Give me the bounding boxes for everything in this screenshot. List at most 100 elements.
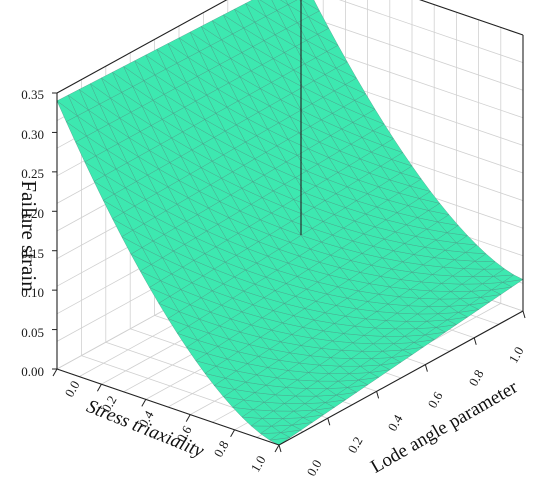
y-axis-ticks: 0.0 0.2 0.4 0.6 0.8 1.0 xyxy=(303,344,526,479)
surface-facet xyxy=(311,96,334,114)
surface-facet xyxy=(296,269,319,283)
surface-facet xyxy=(381,250,404,263)
surface-facet xyxy=(391,349,413,358)
surface-facet xyxy=(341,122,363,139)
surface-facet xyxy=(121,229,143,249)
surface-facet xyxy=(389,172,411,187)
surface-facet xyxy=(235,248,258,264)
surface-facet xyxy=(400,271,422,283)
surface-facet xyxy=(209,177,232,196)
surface-facet xyxy=(355,193,378,208)
surface-facet xyxy=(304,185,326,202)
surface-facet xyxy=(222,276,245,292)
z-tick-label: 0.35 xyxy=(21,87,44,102)
surface-facet xyxy=(416,306,439,315)
surface-facet xyxy=(219,58,241,78)
surface-facet xyxy=(407,198,430,211)
surface-facet xyxy=(304,300,326,314)
surface-facet xyxy=(296,16,319,35)
surface-facet xyxy=(278,241,300,257)
surface-facet xyxy=(143,216,165,236)
surface-facet xyxy=(232,164,254,183)
surface-facet xyxy=(411,264,434,275)
surface-facet xyxy=(274,161,297,179)
y-tick-mark xyxy=(522,310,526,319)
surface-facet xyxy=(158,162,180,182)
surface-facet xyxy=(318,135,341,152)
surface-facet xyxy=(287,132,310,150)
surface-facet xyxy=(130,105,152,127)
surface-facet xyxy=(316,373,339,382)
surface-facet xyxy=(352,233,374,247)
surface-facet xyxy=(219,318,241,333)
surface-facet xyxy=(261,58,284,77)
surface-facet xyxy=(347,379,369,388)
surface-facet xyxy=(176,57,199,78)
surface-facet xyxy=(65,115,88,137)
surface-facet xyxy=(245,0,267,18)
surface-facet xyxy=(407,298,430,307)
x-axis-ticks: 0.0 0.2 0.4 0.6 0.8 1.0 xyxy=(61,378,268,475)
surface-facet xyxy=(185,76,208,96)
surface-facet xyxy=(313,74,335,92)
surface-facet xyxy=(252,401,275,412)
surface-facet xyxy=(154,68,176,90)
surface-facet xyxy=(278,116,300,134)
surface-facet xyxy=(196,332,219,347)
surface-facet xyxy=(352,335,374,345)
surface-facet xyxy=(415,228,437,241)
surface-facet xyxy=(163,88,186,108)
surface-facet xyxy=(235,118,258,137)
surface-facet xyxy=(184,100,206,121)
surface-facet xyxy=(245,135,267,153)
surface-facet xyxy=(176,325,199,341)
surface-facet xyxy=(180,149,202,169)
surface-facet xyxy=(402,254,424,266)
surface-facet xyxy=(326,380,349,389)
surface-facet xyxy=(217,217,239,234)
surface-facet xyxy=(337,373,360,382)
surface-facet xyxy=(252,174,274,192)
surface-facet xyxy=(180,282,202,299)
surface-facet xyxy=(365,311,387,321)
z-tick-label: 0.20 xyxy=(21,206,44,221)
surface-facet xyxy=(119,111,141,133)
surface-facet xyxy=(311,221,334,236)
surface-facet xyxy=(394,224,417,237)
surface-facet xyxy=(296,372,319,382)
surface-facet xyxy=(221,171,243,189)
surface-facet xyxy=(293,63,315,82)
surface-facet xyxy=(250,418,273,427)
surface-facet xyxy=(267,122,289,140)
surface-facet xyxy=(259,212,282,229)
surface-facet xyxy=(280,93,302,111)
surface-facet xyxy=(335,61,358,79)
surface-facet xyxy=(320,113,343,130)
surface-facet xyxy=(328,365,350,374)
surface-facet xyxy=(237,226,260,243)
surface-facet xyxy=(378,286,400,298)
surface-facet xyxy=(317,274,339,288)
surface-facet xyxy=(76,109,99,131)
surface-facet xyxy=(305,380,328,389)
surface-facet xyxy=(102,193,125,214)
surface-facet xyxy=(344,308,367,320)
surface-facet xyxy=(318,254,341,269)
x-tick-mark xyxy=(96,383,102,392)
surface-facet xyxy=(145,48,167,70)
surface-facet xyxy=(413,246,435,258)
y-tick-mark xyxy=(327,418,331,426)
surface-facet xyxy=(385,312,408,322)
surface-facet xyxy=(315,293,337,306)
z-axis-ticks: 0.00 0.05 0.10 0.15 0.20 0.25 0.30 0.35 xyxy=(21,87,44,379)
y-tick-mark xyxy=(376,391,380,399)
surface-facet xyxy=(331,106,354,123)
surface-facet xyxy=(337,165,360,181)
surface-facet xyxy=(309,348,332,359)
surface-facet xyxy=(341,342,363,352)
surface-facet xyxy=(156,43,178,64)
surface-facet xyxy=(307,261,330,276)
surface-facet xyxy=(176,197,199,216)
surface-facet xyxy=(182,260,204,277)
surface-facet xyxy=(193,253,215,270)
